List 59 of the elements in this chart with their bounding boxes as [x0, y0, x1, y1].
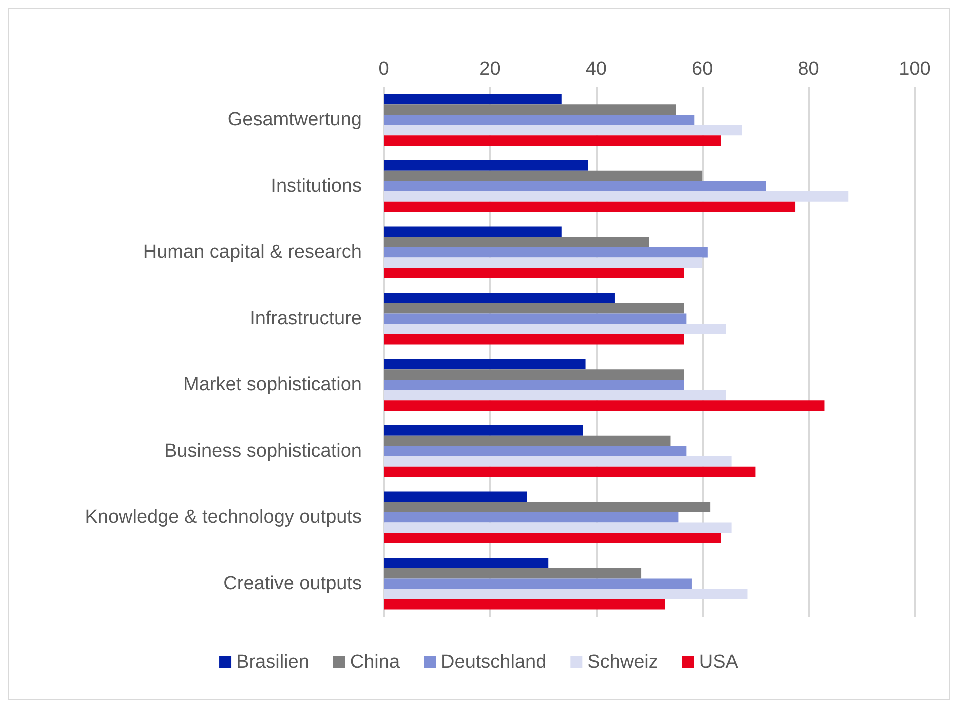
- bar: [384, 599, 666, 610]
- bar: [384, 293, 615, 304]
- bar: [384, 258, 703, 268]
- legend-label: USA: [699, 652, 739, 673]
- bar: [384, 390, 726, 401]
- y-tick-label: Gesamtwertung: [228, 110, 362, 131]
- x-tick-label: 80: [798, 59, 820, 80]
- bar: [384, 589, 748, 600]
- bar: [384, 226, 562, 238]
- bar: [384, 181, 766, 192]
- bar: [384, 202, 796, 212]
- bar: [384, 125, 742, 136]
- bar: [384, 104, 676, 115]
- legend-label: Brasilien: [236, 652, 310, 673]
- bar: [384, 303, 684, 314]
- y-tick-label: Market sophistication: [184, 374, 362, 396]
- bar: [384, 558, 549, 568]
- y-tick-label: Human capital & research: [143, 242, 362, 264]
- bar: [384, 522, 732, 534]
- bar: [384, 436, 671, 446]
- bar: [384, 237, 650, 248]
- y-tick-label: Creative outputs: [224, 573, 362, 594]
- bar: [384, 94, 562, 105]
- y-tick-label: Knowledge & technology outputs: [85, 507, 362, 528]
- bar: [384, 400, 825, 411]
- x-tick-label: 100: [899, 59, 931, 80]
- y-tick-label: Infrastructure: [250, 308, 362, 330]
- bar: [384, 426, 584, 436]
- bar: [384, 359, 586, 370]
- y-tick-label: Business sophistication: [164, 440, 362, 462]
- x-tick-label: 60: [692, 59, 714, 80]
- x-tick-label: 20: [480, 59, 501, 80]
- legend-label: China: [350, 652, 400, 673]
- bar: [384, 314, 687, 324]
- bar: [384, 502, 711, 512]
- legend-label: Schweiz: [588, 652, 658, 673]
- bar: [384, 533, 722, 544]
- bar: [384, 192, 849, 202]
- bar: [384, 568, 642, 579]
- y-tick-label: Institutions: [271, 176, 362, 197]
- bar: [384, 512, 679, 523]
- bar: [384, 136, 722, 146]
- bar: [384, 446, 687, 457]
- bar: [384, 578, 692, 590]
- x-tick-label: 0: [378, 59, 390, 80]
- bar: [384, 114, 695, 126]
- bar: [384, 456, 732, 467]
- bar: [384, 247, 708, 258]
- bar: [384, 268, 684, 278]
- bar: [384, 492, 528, 502]
- legend-label: Deutschland: [441, 652, 547, 673]
- bar: [384, 170, 703, 182]
- bar: [384, 324, 726, 334]
- bar: [384, 380, 684, 390]
- bar: [384, 370, 684, 380]
- bar: [384, 334, 684, 345]
- bar: [384, 160, 588, 171]
- bar: [384, 466, 756, 478]
- x-tick-label: 40: [586, 59, 607, 80]
